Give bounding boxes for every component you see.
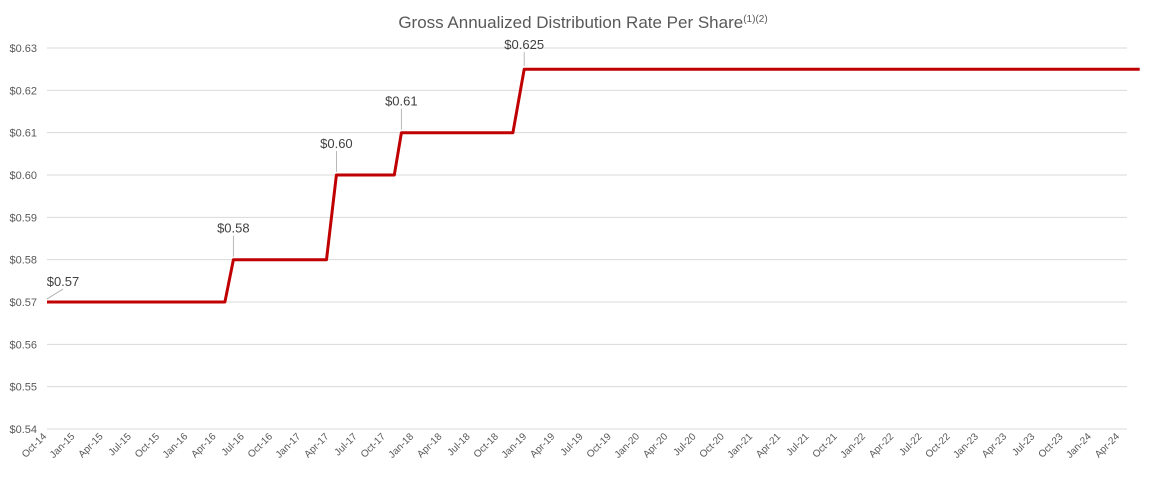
x-tick-label: Oct-20 (698, 431, 727, 460)
x-tick-label: Jan-18 (387, 431, 417, 461)
x-tick-label: Jul-18 (446, 431, 473, 458)
y-tick-label: $0.60 (9, 170, 37, 182)
y-tick-label: $0.55 (9, 382, 37, 394)
x-tick-label: Jan-19 (500, 431, 530, 461)
y-tick-label: $0.57 (9, 297, 37, 309)
x-tick-label: Jan-16 (161, 431, 191, 461)
chart-title-superscript: (1)(2) (743, 14, 767, 25)
y-axis-ticks: $0.54 $0.55 $0.56 $0.57 $0.58 $0.59 $0.60 $0.61… (9, 43, 37, 436)
x-tick-label: Oct-17 (359, 431, 388, 460)
data-label: $0.61 (385, 94, 418, 109)
x-tick-label: Jan-21 (726, 431, 756, 461)
x-tick-label: Apr-19 (528, 431, 557, 460)
x-tick-label: Jan-22 (839, 431, 869, 461)
series-line (47, 67, 1140, 304)
series-layer (47, 67, 1140, 304)
chart-title: Gross Annualized Distribution Rate Per S… (398, 13, 767, 32)
x-tick-label: Jul-23 (1010, 431, 1037, 458)
x-tick-label: Jul-21 (784, 431, 811, 458)
x-tick-label: Apr-23 (980, 431, 1009, 460)
x-tick-label: Apr-18 (415, 431, 444, 460)
x-tick-label: Oct-16 (246, 431, 275, 460)
data-label-leader (46, 288, 64, 300)
x-tick-label: Jan-15 (48, 431, 78, 461)
x-tick-label: Jan-17 (274, 431, 304, 461)
x-tick-label: Jul-22 (897, 431, 924, 458)
y-tick-label: $0.63 (9, 43, 37, 55)
x-tick-label: Apr-22 (867, 431, 896, 460)
gridlines (47, 47, 1127, 430)
y-tick-label: $0.59 (9, 212, 37, 224)
data-label: $0.60 (320, 136, 353, 151)
x-tick-label: Apr-17 (302, 431, 331, 460)
data-labels: $0.57 $0.58 $0.60 $0.61 $0.625 (46, 37, 544, 300)
y-tick-label: $0.62 (9, 85, 37, 97)
x-tick-label: Jul-16 (220, 431, 247, 458)
x-tick-label: Oct-21 (811, 431, 840, 460)
y-tick-label: $0.54 (9, 424, 37, 436)
x-tick-label: Jan-23 (951, 431, 981, 461)
data-label: $0.58 (217, 221, 250, 236)
x-tick-label: Oct-19 (585, 431, 614, 460)
x-tick-label: Oct-18 (472, 431, 501, 460)
x-tick-label: Jul-20 (671, 431, 698, 458)
y-tick-label: $0.61 (9, 128, 37, 140)
x-tick-label: Oct-15 (133, 431, 162, 460)
y-tick-label: $0.58 (9, 255, 37, 267)
y-tick-label: $0.56 (9, 339, 37, 351)
x-tick-label: Jul-17 (333, 431, 360, 458)
x-tick-label: Jan-20 (613, 431, 643, 461)
x-tick-label: Oct-22 (924, 431, 953, 460)
x-tick-label: Apr-16 (190, 431, 219, 460)
data-label: $0.57 (47, 274, 80, 289)
x-tick-label: Oct-23 (1037, 431, 1066, 460)
x-tick-label: Apr-20 (641, 431, 670, 460)
x-tick-label: Apr-24 (1093, 431, 1122, 460)
x-tick-label: Jan-24 (1064, 431, 1094, 461)
x-tick-label: Jul-19 (559, 431, 586, 458)
chart-title-main: Gross Annualized Distribution Rate Per S… (398, 13, 743, 32)
x-tick-label: Apr-15 (77, 431, 106, 460)
x-tick-label: Jul-15 (107, 431, 134, 458)
x-tick-label: Apr-21 (754, 431, 783, 460)
data-label: $0.625 (504, 37, 544, 52)
